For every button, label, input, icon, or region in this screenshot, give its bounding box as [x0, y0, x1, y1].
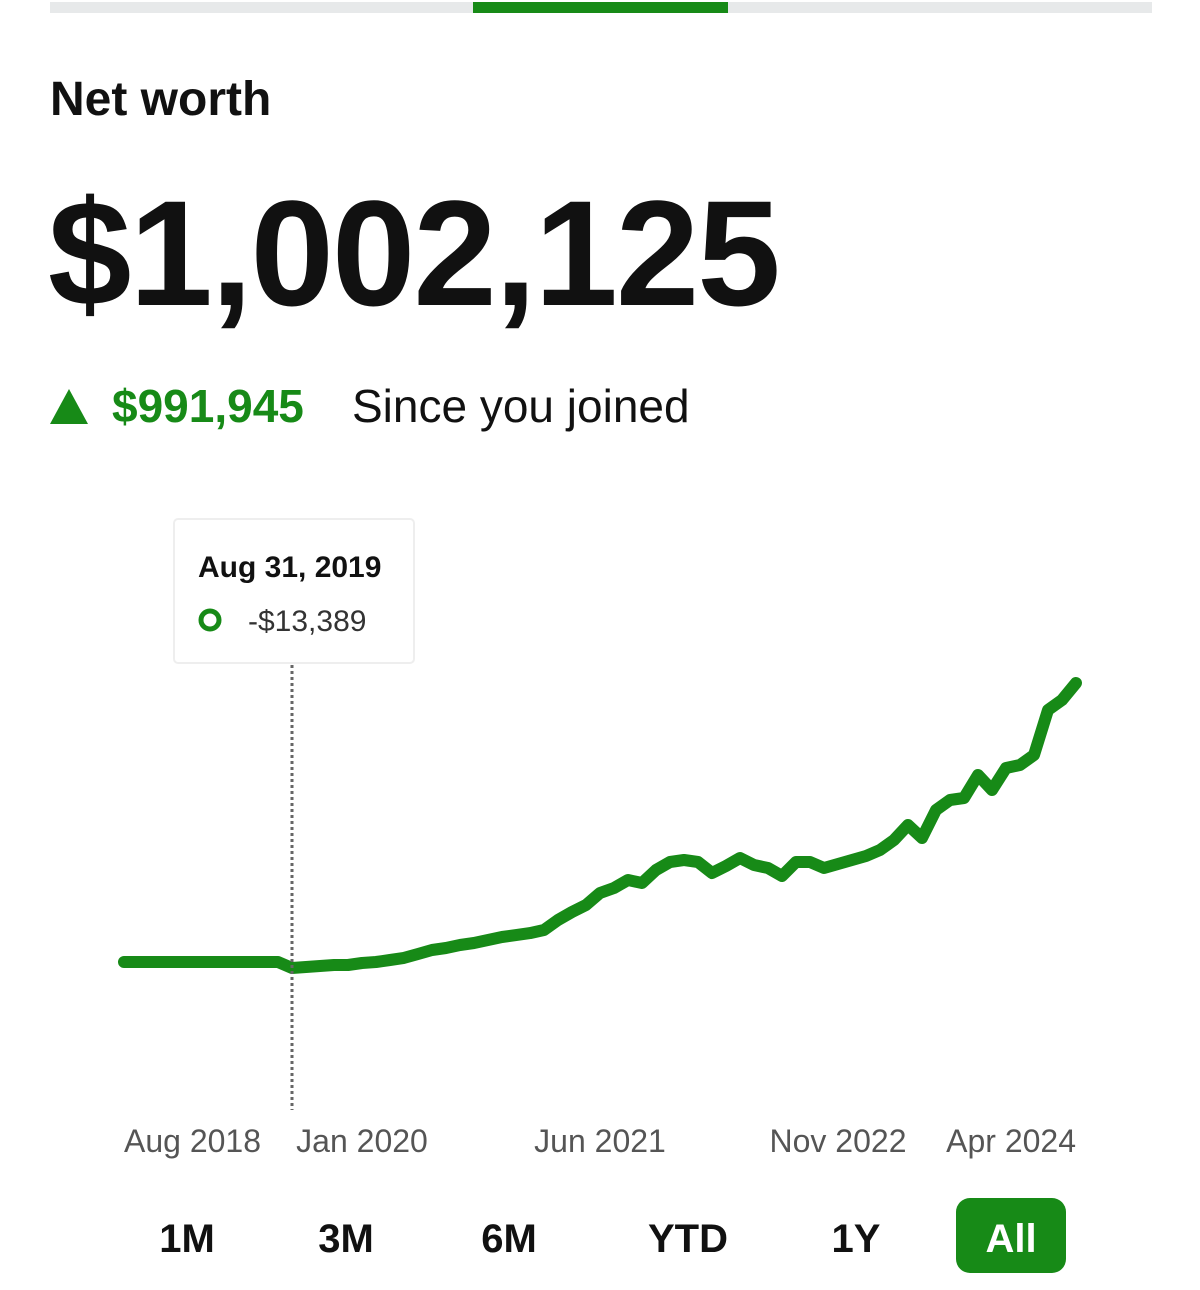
x-tick-label: Jun 2021 [534, 1123, 666, 1159]
tooltip [173, 518, 415, 664]
selected-tab-bg[interactable] [956, 1198, 1066, 1273]
x-tick-label: Aug 2018 [124, 1123, 261, 1159]
range-tab[interactable]: 1Y [832, 1217, 881, 1261]
range-tab[interactable]: 3M [318, 1217, 374, 1261]
range-tab[interactable]: All [985, 1217, 1036, 1261]
progress-active [473, 2, 728, 13]
line [118, 677, 1082, 974]
range-tabs: 1M 3M 6M YTD 1Y All [159, 1198, 1066, 1273]
plot: Aug 2018 Jan 2020 Jun 2021 Nov 2022 Apr 2024 [118, 677, 1082, 1159]
tooltip-value: -$13,389 [248, 605, 366, 638]
change-value: $991,945 [112, 380, 304, 432]
x-tick-label: Nov 2022 [770, 1123, 907, 1159]
range-tab[interactable]: 1M [159, 1217, 215, 1261]
tooltip-marker [198, 608, 222, 632]
up-arrow [50, 389, 88, 424]
x-tick-label: Apr 2024 [946, 1123, 1076, 1159]
tooltip-date: Aug 31, 2019 [198, 551, 381, 584]
range-tab[interactable]: 6M [481, 1217, 537, 1261]
range-tab[interactable]: YTD [648, 1217, 728, 1261]
change-label: Since you joined [352, 380, 690, 432]
x-tick-label: Jan 2020 [296, 1123, 428, 1159]
title: Net worth [50, 73, 271, 126]
net-worth-value: $1,002,125 [48, 169, 779, 337]
